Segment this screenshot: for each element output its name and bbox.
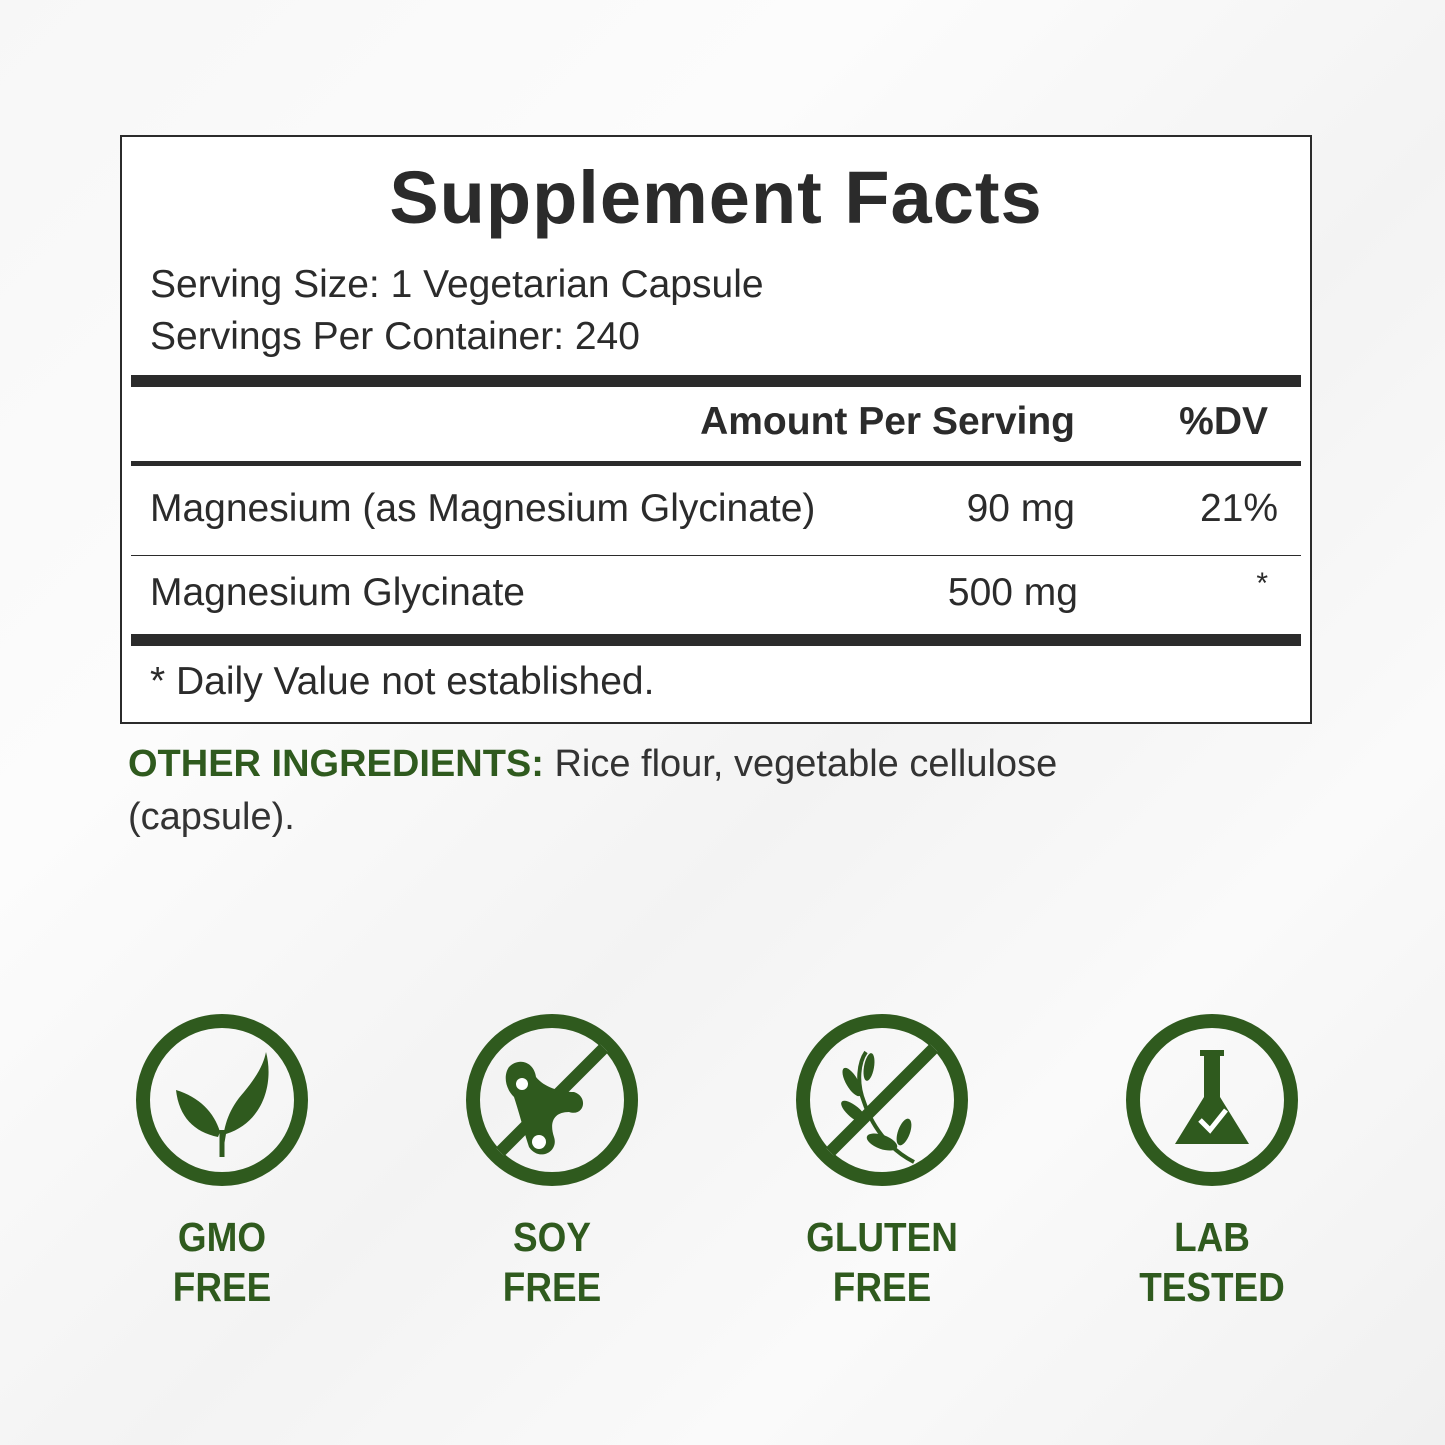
panel-title: Supplement Facts	[389, 156, 1043, 239]
row-name: Magnesium (as Magnesium Glycinate)	[150, 487, 816, 530]
badge-gmo-free: GMO FREE	[132, 1012, 312, 1312]
other-ingredients-text: Rice flour, vegetable cellulose (capsule…	[128, 743, 1058, 838]
badge-line2: FREE	[832, 1264, 932, 1310]
badge-line2: FREE	[502, 1264, 602, 1310]
serving-size: Serving Size: 1 Vegetarian Capsule	[150, 263, 764, 306]
row-amount: 90 mg	[966, 487, 1075, 530]
badge-line1: SOY	[513, 1214, 591, 1260]
badge-line2: FREE	[172, 1264, 272, 1310]
no-gluten-icon	[796, 1014, 968, 1186]
leaf-icon	[136, 1014, 308, 1186]
badge-line2: TESTED	[1139, 1264, 1285, 1310]
servings-per-container: Servings Per Container: 240	[150, 315, 640, 358]
badge-line1: LAB	[1174, 1214, 1250, 1260]
row-dv: *	[1256, 567, 1268, 600]
badge-label: LAB TESTED	[1131, 1212, 1293, 1312]
other-ingredients: OTHER INGREDIENTS: Rice flour, vegetable…	[128, 738, 1228, 844]
badge-label: GMO FREE	[141, 1212, 303, 1312]
badge-line1: GLUTEN	[806, 1214, 958, 1260]
badge-gluten-free: GLUTEN FREE	[792, 1012, 972, 1312]
badge-soy-free: SOY FREE	[462, 1012, 642, 1312]
row-amount: 500 mg	[947, 571, 1078, 614]
other-ingredients-label: OTHER INGREDIENTS:	[128, 743, 544, 785]
supplement-facts-panel: Supplement Facts Serving Size: 1 Vegetar…	[120, 135, 1312, 724]
header-amount: Amount Per Serving	[700, 400, 1075, 443]
badge-lab-tested: LAB TESTED	[1122, 1012, 1302, 1312]
no-soy-icon	[466, 1014, 638, 1186]
medium-divider	[131, 461, 1301, 466]
thin-divider	[131, 555, 1301, 556]
header-dv: %DV	[1179, 400, 1268, 443]
row-name: Magnesium Glycinate	[150, 571, 525, 614]
row-dv: 21%	[1199, 487, 1278, 530]
thick-divider	[131, 634, 1301, 646]
thick-divider	[131, 375, 1301, 387]
badge-label: SOY FREE	[471, 1212, 633, 1312]
badge-line1: GMO	[177, 1214, 267, 1260]
footnote: * Daily Value not established.	[150, 660, 655, 703]
badge-label: GLUTEN FREE	[801, 1212, 963, 1312]
flask-check-icon	[1126, 1014, 1298, 1186]
